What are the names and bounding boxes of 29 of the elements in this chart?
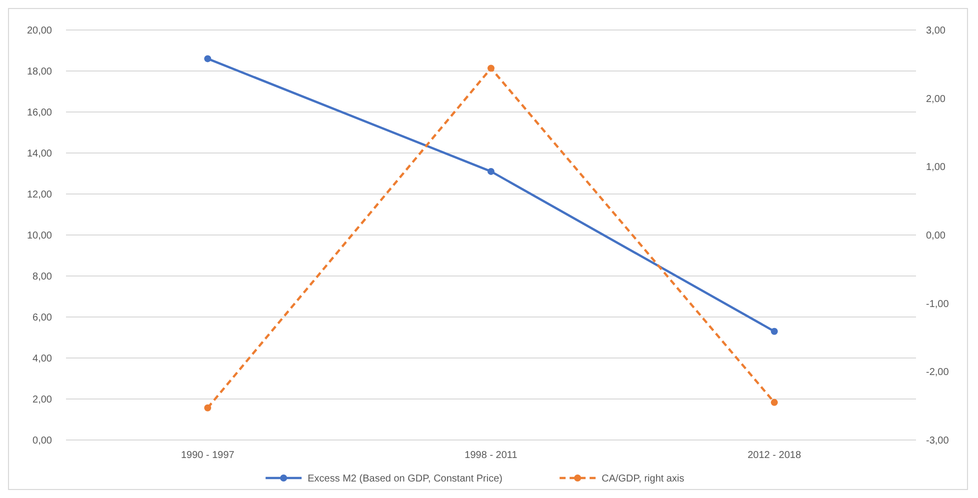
legend-label: Excess M2 (Based on GDP, Constant Price) bbox=[308, 474, 503, 484]
y-tick-label: 2,00 bbox=[32, 394, 52, 406]
y-tick-label: 16,00 bbox=[26, 108, 52, 118]
y2-tick-label: 1,00 bbox=[926, 162, 946, 174]
x-tick-label: 1990 - 1997 bbox=[180, 450, 235, 461]
y-tick-label: 6,00 bbox=[32, 312, 52, 324]
y2-tick-label: 3,00 bbox=[926, 26, 946, 36]
y2-tick-label: -2,00 bbox=[926, 367, 950, 378]
point bbox=[204, 404, 212, 412]
y-tick-label: 20,00 bbox=[26, 26, 52, 36]
y2-tick-label: -1,00 bbox=[926, 298, 950, 310]
legend-label: CA/GDP, right axis bbox=[602, 474, 684, 484]
point bbox=[770, 398, 778, 406]
y2-tick-label: 2,00 bbox=[926, 94, 946, 105]
y2-tick-label: -3,00 bbox=[926, 436, 950, 446]
point bbox=[770, 328, 778, 335]
y-tick-label: 14,00 bbox=[26, 148, 52, 160]
point bbox=[204, 55, 212, 62]
point bbox=[488, 64, 494, 72]
x-tick-label: 2012 - 2018 bbox=[748, 450, 802, 461]
y2-tick-label: 0,00 bbox=[926, 230, 946, 242]
y-tick-label: 12,00 bbox=[26, 190, 52, 200]
y-tick-label: 0,00 bbox=[32, 436, 52, 446]
y-tick-label: 18,00 bbox=[26, 66, 52, 78]
x-tick-label: 1998 - 2011 bbox=[464, 450, 518, 461]
point bbox=[488, 168, 494, 175]
y-tick-label: 4,00 bbox=[32, 354, 52, 364]
y-tick-label: 8,00 bbox=[32, 272, 52, 282]
y-tick-label: 10,00 bbox=[26, 230, 52, 242]
